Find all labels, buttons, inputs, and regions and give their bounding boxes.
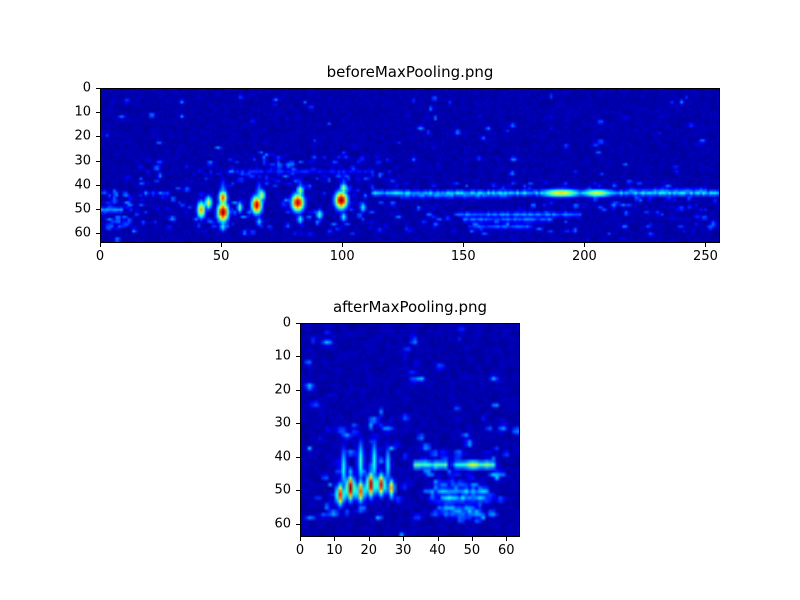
y-tick-mark [296,423,300,425]
y-tick-label: 10 [274,348,291,364]
x-tick-label: 30 [394,543,412,558]
x-tick-mark [584,243,586,247]
x-tick-label: 0 [95,249,105,264]
y-tick-mark [96,184,100,186]
x-tick-mark [506,537,508,541]
x-tick-mark [300,537,301,541]
x-tick-mark [334,537,336,541]
x-tick-label: 150 [450,249,476,264]
x-tick-mark [342,243,344,247]
heatmap-image [301,324,519,536]
y-tick-label: 40 [274,449,291,465]
y-tick-mark [296,490,300,492]
y-tick-label: 30 [274,415,291,431]
x-tick-label: 0 [295,543,305,558]
y-tick-label: 20 [74,128,91,144]
x-tick-label: 60 [497,543,515,558]
y-tick-label: 50 [274,482,291,498]
x-tick-label: 40 [429,543,446,558]
x-tick-mark [221,243,223,247]
y-tick-mark [96,233,100,235]
x-axis-ticks: 0 10 20 30 40 50 60 [296,537,520,563]
y-tick-mark [296,323,300,324]
plot-title: beforeMaxPooling.png [326,63,494,81]
x-tick-label: 250 [693,249,718,264]
heatmap-image [101,89,719,242]
x-tick-mark [471,537,473,541]
y-axis-ticks: 0 10 20 30 40 50 60 [48,81,100,243]
x-tick-label: 50 [463,543,481,558]
plot-after-max-pooling: afterMaxPooling.png 0 10 20 30 40 50 60 0 10 20 3… [274,298,520,558]
y-tick-mark [296,356,300,358]
y-tick-mark [296,456,300,458]
y-tick-label: 0 [82,80,91,96]
x-tick-label: 100 [329,249,355,264]
y-tick-label: 10 [74,104,91,120]
y-tick-label: 0 [282,315,291,331]
plot-before-max-pooling: beforeMaxPooling.png 0 50 100 150 200 250 0 10… [74,63,720,264]
y-tick-label: 50 [74,201,91,217]
y-tick-mark [96,209,100,211]
y-tick-label: 40 [74,177,91,193]
plot-area [100,88,720,243]
y-tick-label: 30 [74,153,91,169]
y-tick-mark [96,136,100,138]
y-tick-label: 20 [274,382,291,398]
y-axis-ticks: 0 10 20 30 40 50 60 [248,316,300,537]
x-tick-mark [368,537,370,541]
y-tick-label: 60 [74,225,91,241]
y-tick-mark [96,88,100,89]
y-tick-label: 60 [274,516,291,532]
plot-title: afterMaxPooling.png [332,298,488,316]
x-axis-ticks: 0 50 100 150 200 250 [96,243,720,269]
y-tick-mark [296,523,300,525]
y-tick-mark [96,112,100,114]
x-tick-label: 20 [360,543,378,558]
x-tick-label: 200 [571,249,597,264]
x-tick-mark [705,243,707,247]
x-tick-mark [403,537,405,541]
y-tick-mark [96,160,100,162]
x-tick-mark [437,537,439,541]
x-tick-mark [463,243,465,247]
x-tick-mark [100,243,101,247]
y-tick-mark [296,389,300,391]
x-tick-label: 10 [326,543,343,558]
plot-area [300,323,520,537]
x-tick-label: 50 [212,249,230,264]
